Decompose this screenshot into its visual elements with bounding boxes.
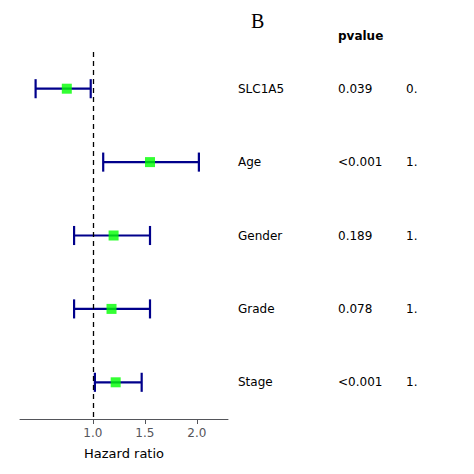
svg-text:1.: 1. (406, 375, 417, 389)
svg-text:B: B (251, 10, 264, 32)
svg-text:0.189: 0.189 (338, 229, 372, 243)
svg-text:0.078: 0.078 (338, 302, 372, 316)
svg-text:pvalue: pvalue (338, 29, 383, 43)
svg-text:0.039: 0.039 (338, 82, 372, 96)
svg-text:1.0: 1.0 (83, 426, 102, 440)
svg-text:Hazard ratio: Hazard ratio (84, 446, 164, 461)
svg-text:Gender: Gender (238, 229, 282, 243)
svg-text:<0.001: <0.001 (338, 155, 382, 169)
svg-text:0.: 0. (406, 82, 417, 96)
svg-text:1.: 1. (406, 302, 417, 316)
svg-text:1.5: 1.5 (135, 426, 154, 440)
svg-text:Stage: Stage (238, 375, 273, 389)
svg-text:<0.001: <0.001 (338, 375, 382, 389)
svg-text:SLC1A5: SLC1A5 (238, 82, 284, 96)
svg-text:1.: 1. (406, 155, 417, 169)
svg-text:Age: Age (238, 155, 261, 169)
svg-text:Grade: Grade (238, 302, 275, 316)
svg-text:1.: 1. (406, 229, 417, 243)
svg-text:2.0: 2.0 (187, 426, 206, 440)
